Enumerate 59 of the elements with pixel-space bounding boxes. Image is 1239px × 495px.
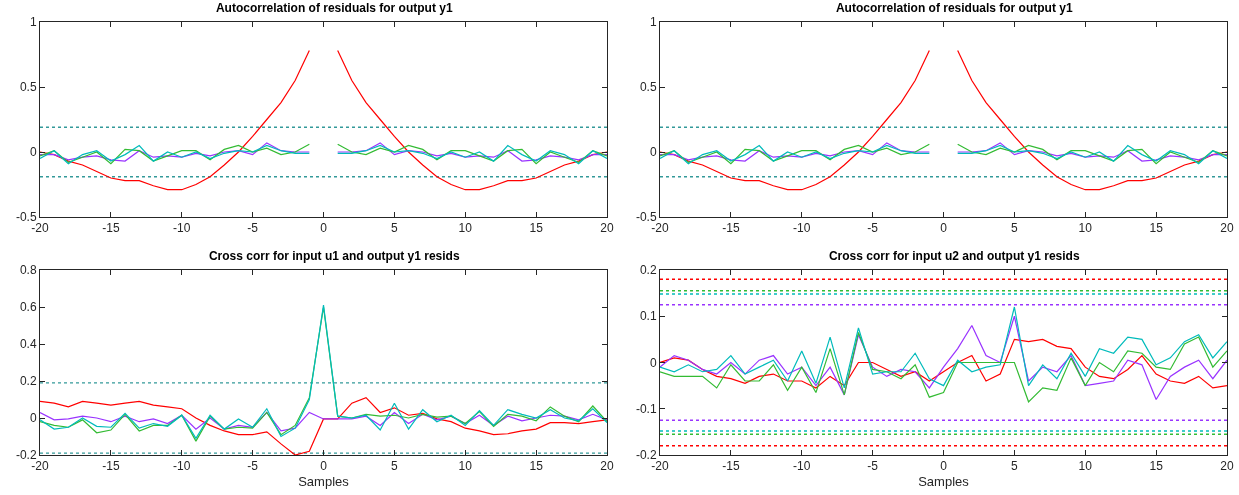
line-series xyxy=(660,338,1227,389)
x-axis-title: Samples xyxy=(298,474,350,489)
x-tick-label: 15 xyxy=(1149,221,1164,236)
y-tick-label: -0.1 xyxy=(635,401,657,416)
x-tick-label: -15 xyxy=(102,459,120,474)
chart-title: Cross corr for input u1 and output y1 resids xyxy=(208,249,460,264)
x-tick-label: 15 xyxy=(529,221,544,236)
chart-title: Autocorrelation of residuals for output y1 xyxy=(835,1,1073,16)
y-tick-label: 0 xyxy=(649,145,657,160)
y-tick-label: 0.6 xyxy=(19,300,37,315)
x-tick-label: -10 xyxy=(173,221,191,236)
line-series xyxy=(40,411,607,432)
x-tick-label: 0 xyxy=(940,221,948,236)
x-tick-label: 0 xyxy=(940,459,948,474)
x-tick-label: -15 xyxy=(102,221,120,236)
x-tick-label: -10 xyxy=(793,459,811,474)
y-tick-label: 0 xyxy=(29,411,37,426)
x-tick-label: 5 xyxy=(1011,459,1019,474)
line-series xyxy=(660,315,1227,401)
y-tick-label: 0.4 xyxy=(19,337,37,352)
x-tick-label: 10 xyxy=(458,221,473,236)
x-tick-label: 20 xyxy=(600,221,614,236)
x-tick-label: 10 xyxy=(1078,221,1093,236)
y-tick-label: 0.2 xyxy=(19,374,37,389)
y-tick-label: 0 xyxy=(649,355,657,370)
line-series xyxy=(40,397,607,455)
x-tick-label: 10 xyxy=(458,459,473,474)
x-tick-label: 5 xyxy=(391,459,399,474)
chart-title: Cross corr for input u2 and output y1 resids xyxy=(828,249,1080,264)
x-tick-label: 5 xyxy=(391,221,399,236)
x-tick-label: 10 xyxy=(1078,459,1093,474)
x-tick-label: -5 xyxy=(867,459,879,474)
x-tick-label: -5 xyxy=(867,221,879,236)
x-tick-label: 20 xyxy=(1220,221,1234,236)
x-tick-label: 20 xyxy=(1220,459,1234,474)
y-tick-label: 0.5 xyxy=(639,80,657,95)
x-tick-label: 5 xyxy=(1011,221,1019,236)
x-tick-label: -10 xyxy=(173,459,191,474)
y-tick-label: 0.2 xyxy=(639,263,657,278)
x-tick-label: -10 xyxy=(793,221,811,236)
y-tick-label: 1 xyxy=(649,15,657,30)
x-axis-title: Samples xyxy=(918,474,970,489)
x-tick-label: -5 xyxy=(247,459,259,474)
x-tick-label: 15 xyxy=(1149,459,1164,474)
y-tick-label: 0.5 xyxy=(19,80,37,95)
line-series xyxy=(660,331,1227,403)
x-tick-label: 0 xyxy=(320,459,328,474)
chart-title: Autocorrelation of residuals for output y1 xyxy=(215,1,453,16)
y-tick-label: 0.1 xyxy=(639,309,657,324)
line-series xyxy=(660,306,1227,389)
x-tick-label: 0 xyxy=(320,221,328,236)
y-tick-label: 0 xyxy=(29,145,37,160)
x-tick-label: -5 xyxy=(247,221,259,236)
y-tick-label: 1 xyxy=(29,15,37,30)
x-tick-label: -15 xyxy=(722,221,740,236)
x-tick-label: -15 xyxy=(722,459,740,474)
x-tick-label: 20 xyxy=(600,459,614,474)
y-tick-label: 0.8 xyxy=(19,263,37,278)
x-tick-label: 15 xyxy=(529,459,544,474)
